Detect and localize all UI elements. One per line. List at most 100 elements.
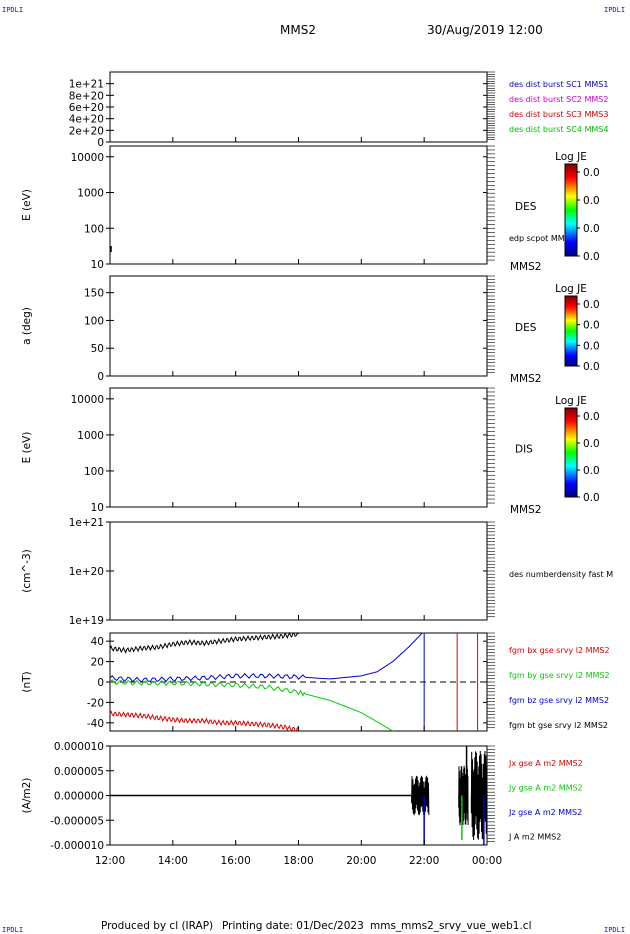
y-axis-label: E (eV) bbox=[21, 432, 33, 464]
x-tick-label: 20:00 bbox=[346, 855, 376, 867]
y-axis-label: (nT) bbox=[21, 671, 33, 692]
y-tick-label: -20 bbox=[87, 697, 104, 709]
colorbar-tick-label: 0.0 bbox=[583, 361, 600, 373]
y-tick-label: 2e+20 bbox=[69, 125, 104, 137]
panel-spacecraft-label: MMS2 bbox=[510, 373, 541, 385]
y-axis-label: (cm^-3) bbox=[21, 549, 33, 592]
y-tick-label: 20 bbox=[91, 657, 104, 669]
colorbar-tick-label: 0.0 bbox=[583, 195, 600, 207]
y-tick-label: 10000 bbox=[71, 394, 104, 406]
panel-des-pitch-angle: 150 100 50 0 a (deg) DES MMS2 bbox=[21, 275, 541, 385]
time-axis: 12:00 14:00 16:00 18:00 20:00 22:00 00:00 bbox=[95, 137, 502, 867]
y-tick-label: 10 bbox=[91, 502, 104, 514]
colorbar-tick-label: 0.0 bbox=[583, 299, 600, 311]
legend-entry: des dist burst SC2 MMS2 bbox=[509, 95, 608, 104]
colorbar-tick-label: 0.0 bbox=[583, 223, 600, 235]
panel-name-label: DES bbox=[515, 201, 537, 213]
x-tick-label: 16:00 bbox=[221, 855, 251, 867]
y-tick-label: 1e+20 bbox=[69, 566, 104, 578]
legend-entry: fgm bx gse srvy l2 MMS2 bbox=[509, 646, 610, 655]
footer-filename: mms_mms2_srvy_vue_web1.cl bbox=[370, 920, 532, 932]
corner-label-top-right: IPDLI bbox=[604, 6, 625, 14]
series-line-bx bbox=[109, 710, 299, 732]
legend-entry: Jy gse A m2 MMS2 bbox=[508, 784, 583, 793]
panel-name-label: DIS bbox=[515, 444, 533, 456]
y-axis-label: E (eV) bbox=[21, 189, 33, 221]
y-tick-label: 8e+20 bbox=[69, 90, 104, 102]
colorbar-tick-label: 0.0 bbox=[583, 167, 600, 179]
legend-entry: Jz gse A m2 MMS2 bbox=[508, 808, 582, 817]
colorbar-title: Log JE bbox=[555, 395, 587, 407]
current-burst-1 bbox=[411, 775, 430, 816]
colorbar-tick-label: 0.0 bbox=[583, 340, 600, 352]
panel-frame bbox=[109, 71, 488, 143]
y-tick-label: 40 bbox=[91, 636, 104, 648]
panel-current-density: 0.000010 0.000005 0.000000 -0.000005 -0.0000… bbox=[21, 741, 583, 852]
colorbar-tick-label: 0.0 bbox=[583, 251, 600, 263]
legend-entry: des numberdensity fast M bbox=[509, 570, 613, 579]
y-tick-label: 1e+21 bbox=[69, 79, 104, 91]
legend-entry: des dist burst SC3 MMS3 bbox=[509, 110, 608, 119]
y-axis-label: (A/m2) bbox=[21, 778, 33, 814]
legend-entry: Jx gse A m2 MMS2 bbox=[508, 759, 583, 768]
panel-spacecraft-label: MMS2 bbox=[510, 261, 541, 273]
legend-entry: des dist burst SC4 MMS4 bbox=[509, 125, 608, 134]
colorbar-tick-label: 0.0 bbox=[583, 492, 600, 504]
current-burst-3 bbox=[470, 750, 488, 841]
x-tick-label: 12:00 bbox=[95, 855, 125, 867]
y-tick-label: 100 bbox=[84, 315, 104, 327]
corner-label-bottom-left: IPDLI bbox=[2, 926, 23, 934]
y-tick-label: 150 bbox=[84, 288, 104, 300]
colorbar-gradient bbox=[564, 163, 578, 257]
colorbar-title: Log JE bbox=[555, 283, 587, 295]
panel-frame bbox=[109, 387, 488, 508]
x-tick-label: 18:00 bbox=[283, 855, 313, 867]
y-tick-label: 0.000010 bbox=[54, 741, 104, 753]
legend-entry: fgm bz gse srvy l2 MMS2 bbox=[509, 696, 609, 705]
x-tick-label: 00:00 bbox=[472, 855, 502, 867]
colorbar-tick-label: 0.0 bbox=[583, 411, 600, 423]
colorbar-title: Log JE bbox=[555, 151, 587, 163]
panel-frame bbox=[109, 145, 488, 265]
legend-entry: des dist burst SC1 MMS1 bbox=[509, 80, 608, 89]
y-tick-label: 1000 bbox=[77, 188, 104, 200]
panel-magnetic-field: 40 20 0 -20 -40 (nT) fgm bx gse srvy l2 MMS2 fg… bbox=[21, 631, 610, 732]
colorbar-tick-label: 0.0 bbox=[583, 465, 600, 477]
colorbar-tick-label: 0.0 bbox=[583, 320, 600, 332]
panel-dis-energy-spectrogram: 10000 1000 100 10 E (eV) DIS MMS2 bbox=[21, 387, 541, 516]
y-tick-label: 6e+20 bbox=[69, 102, 104, 114]
y-tick-label: 1e+21 bbox=[69, 517, 104, 529]
colorbar-gradient bbox=[564, 407, 578, 498]
scpot-overlay-label: edp scpot MMS2 bbox=[509, 234, 575, 243]
y-tick-label: 100 bbox=[84, 223, 104, 235]
panel-name-label: DES bbox=[515, 322, 537, 334]
spacecraft-title: MMS2 bbox=[280, 23, 316, 37]
y-tick-label: 0.000005 bbox=[54, 766, 104, 778]
legend-entry: fgm bt gse srvy l2 MMS2 bbox=[509, 721, 608, 730]
y-tick-label: 10000 bbox=[71, 152, 104, 164]
y-axis-label: a (deg) bbox=[21, 307, 33, 345]
y-tick-label: 4e+20 bbox=[69, 114, 104, 126]
panel-frame bbox=[109, 521, 488, 621]
y-tick-label: 0.000000 bbox=[54, 791, 104, 803]
y-tick-label: 50 bbox=[91, 343, 104, 355]
x-tick-label: 14:00 bbox=[158, 855, 188, 867]
y-tick-label: 100 bbox=[84, 466, 104, 478]
y-tick-label: 1000 bbox=[77, 430, 104, 442]
colorbar-tick-label: 0.0 bbox=[583, 438, 600, 450]
series-line-bz bbox=[109, 632, 425, 683]
footer-printing-date: Printing date: 01/Dec/2023 bbox=[222, 920, 364, 932]
y-tick-label: 0 bbox=[97, 677, 104, 689]
panel-number-density: 1e+21 1e+20 1e+19 (cm^-3) des numberdensity … bbox=[21, 517, 613, 627]
series-line-bt bbox=[109, 631, 299, 654]
series-line-by bbox=[109, 679, 394, 732]
colorbars: Log JE 0.0 0.0 0.0 0.0 Log JE 0.0 0.0 0.0 0.0 Log … bbox=[555, 151, 600, 504]
corner-label-bottom-right: IPDLI bbox=[604, 926, 625, 934]
y-tick-label: -0.000010 bbox=[50, 840, 104, 852]
y-tick-label: 10 bbox=[91, 259, 104, 271]
panel-des-energy-spectrogram: 10000 1000 100 10 E (eV) DES MMS2 edp scpot MMS… bbox=[21, 145, 575, 273]
y-tick-label: 0 bbox=[97, 137, 104, 149]
x-tick-label: 22:00 bbox=[409, 855, 439, 867]
